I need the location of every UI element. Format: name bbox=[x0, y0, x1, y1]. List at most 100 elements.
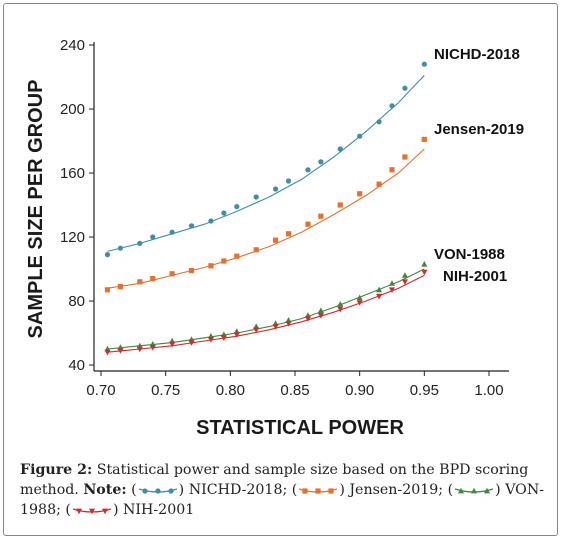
x-tick-label: 0.85 bbox=[280, 382, 309, 399]
caption-legend-item: () NIH-2001 bbox=[61, 502, 194, 518]
data-point bbox=[149, 345, 156, 351]
data-point bbox=[357, 191, 363, 197]
data-point bbox=[273, 186, 279, 192]
y-tick-label: 200 bbox=[60, 101, 85, 118]
data-point bbox=[285, 231, 292, 237]
data-point bbox=[317, 313, 324, 319]
legend-marker bbox=[328, 488, 334, 494]
fit-line-nichd-2018 bbox=[107, 75, 425, 252]
legend-jensen-2019-icon bbox=[299, 488, 338, 494]
y-axis-title: SAMPLE SIZE PER GROUP bbox=[25, 80, 47, 339]
data-point bbox=[337, 146, 343, 152]
fit-line-jensen-2019 bbox=[107, 148, 425, 289]
data-point bbox=[117, 284, 123, 290]
legend-marker bbox=[315, 488, 321, 494]
caption-paren-close: ) bbox=[178, 482, 189, 498]
figure-panel: 0.70 0.75 0.80 0.85 0.90 0.95 1.00 40 80 120 160 20… bbox=[3, 3, 558, 536]
data-point bbox=[356, 300, 363, 306]
data-point bbox=[421, 269, 428, 276]
caption-legend-label: NICHD-2018; bbox=[188, 482, 288, 498]
data-point bbox=[357, 133, 363, 139]
legend-marker bbox=[484, 487, 491, 494]
data-point bbox=[337, 202, 343, 208]
data-point bbox=[137, 240, 143, 246]
caption-paren-close: ) bbox=[112, 502, 123, 518]
axes: 0.70 0.75 0.80 0.85 0.90 0.95 1.00 40 80 120 160 20… bbox=[60, 37, 509, 399]
series-label-nih-2001: NIH-2001 bbox=[443, 268, 507, 285]
data-point bbox=[188, 340, 195, 346]
data-point bbox=[421, 136, 427, 142]
caption-legend-label: Jensen-2019; bbox=[349, 482, 444, 498]
legend-nichd-2018-icon bbox=[138, 488, 177, 494]
data-point bbox=[150, 276, 156, 282]
data-point bbox=[337, 301, 344, 307]
data-point bbox=[253, 194, 259, 200]
caption-legend-items: () NICHD-2018; () Jensen-2019; () VON-19… bbox=[20, 482, 544, 518]
data-point bbox=[376, 293, 383, 300]
y-tick-label: 80 bbox=[68, 293, 85, 310]
data-point bbox=[376, 119, 382, 125]
series-label-von-1988: VON-1988 bbox=[434, 246, 505, 263]
caption-paren-close: ) bbox=[339, 482, 350, 498]
data-point bbox=[221, 210, 227, 216]
data-point bbox=[305, 221, 311, 227]
legend-marker bbox=[88, 508, 95, 515]
caption-paren-open: ( bbox=[131, 482, 137, 498]
data-point bbox=[389, 167, 395, 173]
fit-lines bbox=[107, 75, 425, 353]
legend-marker bbox=[302, 488, 308, 494]
x-tick-label: 0.75 bbox=[151, 382, 180, 399]
data-point bbox=[169, 341, 176, 348]
data-point bbox=[104, 252, 111, 258]
data-point bbox=[337, 306, 344, 313]
y-tick-label: 40 bbox=[68, 357, 85, 374]
data-point bbox=[207, 337, 214, 343]
caption-legend-label: VON-1988; bbox=[20, 482, 545, 518]
data-point bbox=[136, 346, 143, 353]
legend-marker bbox=[168, 488, 174, 494]
x-tick-label: 0.95 bbox=[410, 382, 439, 399]
data-point bbox=[150, 234, 156, 240]
data-points bbox=[104, 61, 428, 356]
figure-caption: Figure 2: Statistical power and sample s… bbox=[20, 460, 550, 520]
caption-note-label: Note: bbox=[83, 482, 127, 498]
legend-nih-2001-icon bbox=[72, 508, 112, 515]
data-point bbox=[317, 307, 324, 313]
data-point bbox=[376, 181, 382, 187]
data-point bbox=[304, 316, 311, 322]
x-tick-label: 1.00 bbox=[474, 382, 503, 399]
data-point bbox=[402, 154, 408, 160]
data-point bbox=[221, 258, 227, 264]
legend-von-1988-icon bbox=[454, 487, 494, 494]
data-point bbox=[389, 280, 395, 286]
data-point bbox=[169, 271, 175, 277]
data-point bbox=[117, 348, 124, 354]
legend-marker bbox=[101, 508, 108, 515]
y-tick-label: 120 bbox=[60, 229, 85, 246]
series-label-nichd-2018: NICHD-2018 bbox=[434, 46, 520, 63]
data-point bbox=[421, 261, 428, 267]
data-point bbox=[285, 178, 292, 184]
data-point bbox=[188, 268, 195, 274]
data-point bbox=[389, 287, 395, 293]
x-tick-label: 0.80 bbox=[216, 382, 245, 399]
fit-line-nih-2001 bbox=[107, 274, 425, 353]
data-point bbox=[104, 287, 111, 293]
fit-line-von-1988 bbox=[107, 268, 425, 350]
data-point bbox=[318, 159, 324, 165]
caption-paren-close: ) bbox=[495, 482, 506, 498]
legend-marker bbox=[471, 487, 478, 494]
data-point bbox=[117, 245, 123, 251]
x-axis-title: STATISTICAL POWER bbox=[196, 417, 404, 439]
series-labels: NICHD-2018 Jensen-2019 VON-1988 NIH-2001 bbox=[434, 46, 524, 285]
data-point bbox=[233, 332, 240, 338]
data-point bbox=[356, 294, 363, 301]
data-point bbox=[169, 229, 175, 235]
data-point bbox=[402, 85, 408, 91]
x-tick-label: 0.90 bbox=[345, 382, 374, 399]
data-point bbox=[253, 247, 259, 253]
legend-marker bbox=[75, 508, 82, 515]
data-point bbox=[137, 279, 143, 285]
legend-marker bbox=[142, 488, 148, 494]
legend-marker bbox=[155, 488, 161, 494]
